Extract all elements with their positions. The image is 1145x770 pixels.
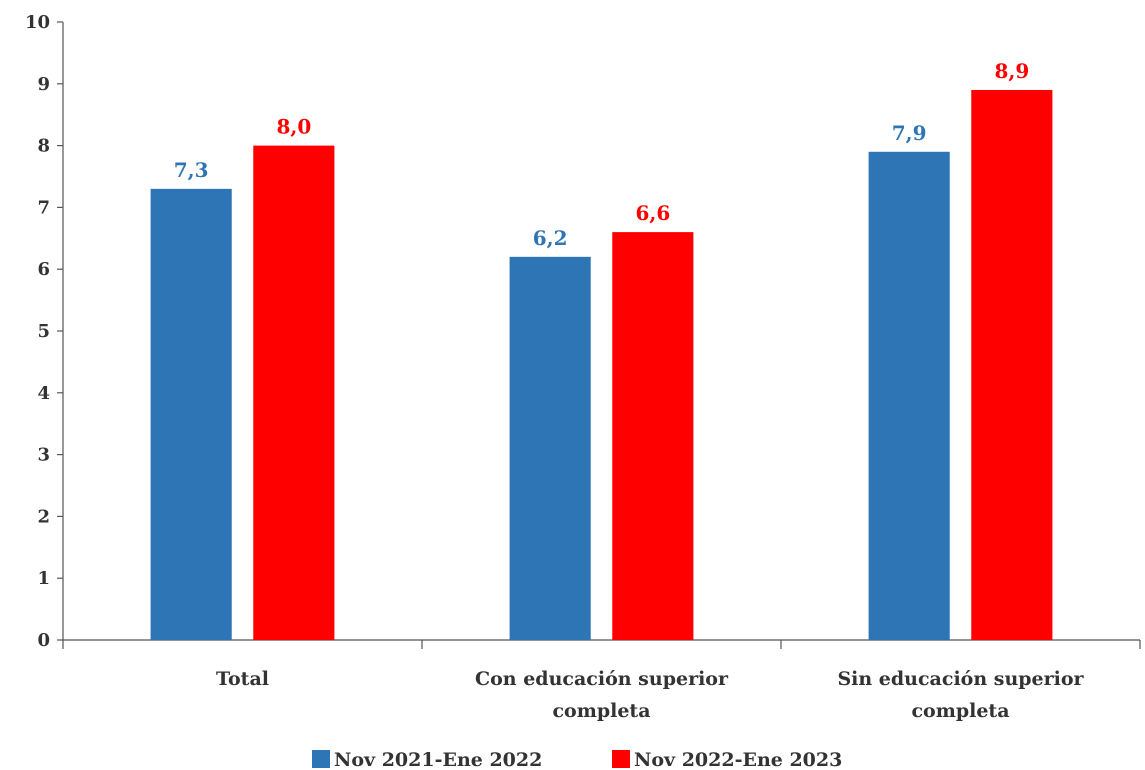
- bars: [150, 89, 1053, 641]
- category-label: completa: [911, 700, 1009, 722]
- y-tick-label: 9: [37, 74, 50, 95]
- bar: [253, 145, 335, 640]
- legend-swatch: [612, 750, 630, 768]
- y-axis: 0 1 2 3 4 5 6 7 8 9 10: [25, 12, 64, 651]
- data-label: 7,3: [174, 158, 209, 182]
- x-axis: [62, 639, 1141, 649]
- data-labels: 7,3 8,0 6,2 6,6 7,9 8,9: [174, 59, 1029, 250]
- y-tick-label: 5: [37, 321, 50, 342]
- y-tick-label: 0: [37, 630, 50, 651]
- bar: [612, 232, 694, 640]
- bar: [509, 256, 591, 640]
- legend-label: Nov 2022-Ene 2023: [634, 749, 842, 770]
- category-label: Sin educación superior: [837, 668, 1084, 690]
- y-tick-label: 2: [37, 506, 50, 527]
- y-tick-label: 1: [37, 568, 50, 589]
- y-tick-label: 6: [37, 259, 50, 280]
- data-label: 8,0: [276, 115, 311, 139]
- y-tick-label: 4: [37, 383, 50, 404]
- category-labels: Total Con educación superior completa Sin e…: [216, 668, 1085, 722]
- legend: Nov 2021-Ene 2022 Nov 2022-Ene 2023: [312, 749, 842, 770]
- data-label: 8,9: [994, 59, 1029, 83]
- y-tick-label: 3: [37, 445, 50, 466]
- bar: [868, 151, 950, 640]
- y-tick-label: 7: [37, 197, 50, 218]
- legend-label: Nov 2021-Ene 2022: [334, 749, 542, 770]
- data-label: 6,2: [533, 226, 568, 250]
- y-tick-label: 10: [25, 12, 50, 33]
- bar: [150, 188, 232, 641]
- legend-swatch: [312, 750, 330, 768]
- category-label: Con educación superior: [475, 668, 729, 690]
- y-tick-label: 8: [37, 136, 50, 157]
- data-label: 6,6: [635, 201, 670, 225]
- category-label: completa: [552, 700, 650, 722]
- bar: [971, 89, 1053, 641]
- category-label: Total: [216, 668, 269, 690]
- data-label: 7,9: [892, 121, 927, 145]
